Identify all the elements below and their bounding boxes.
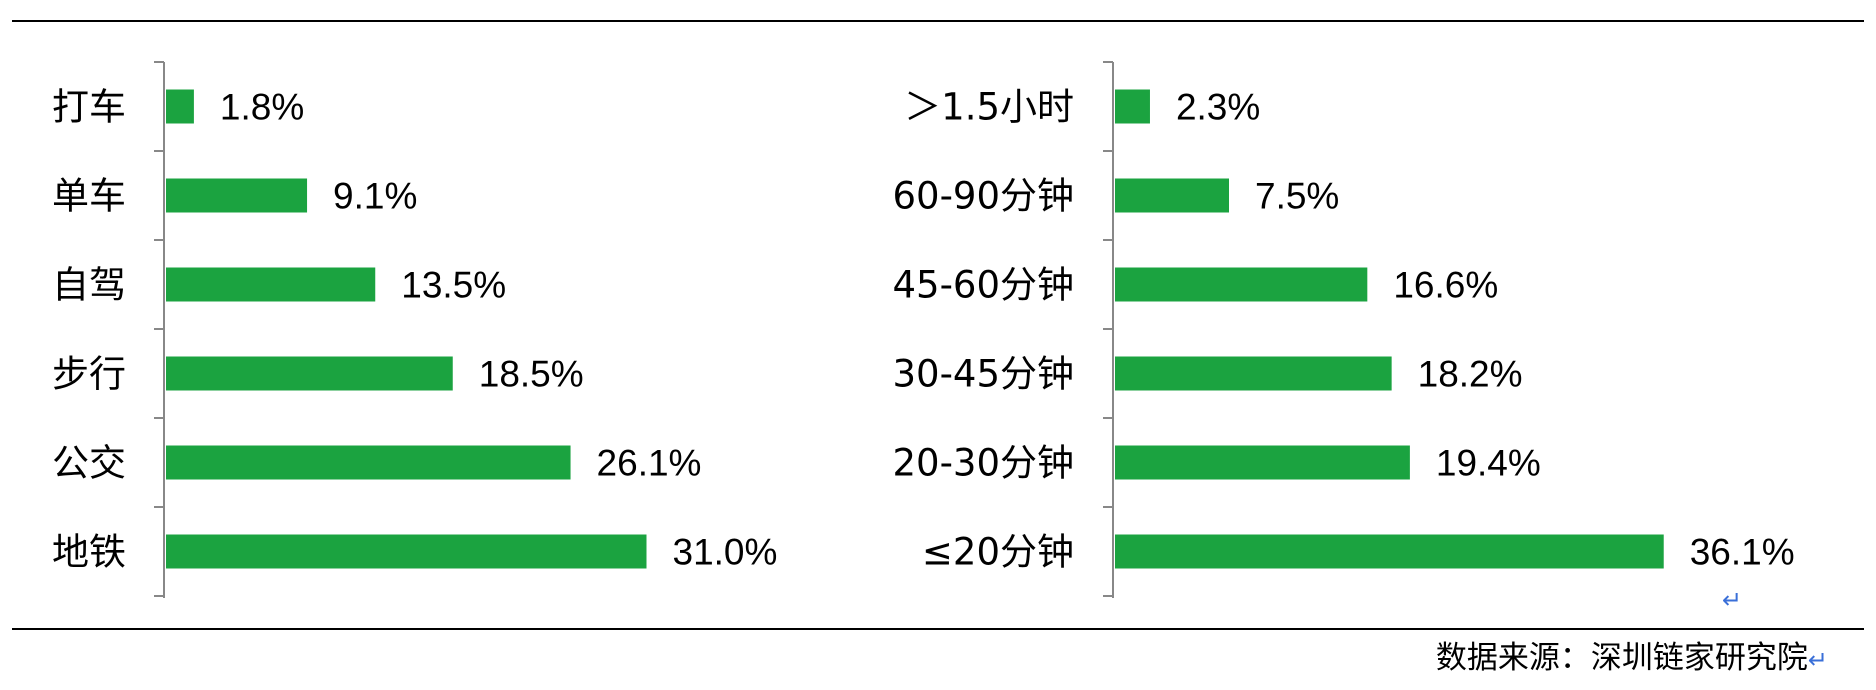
bar bbox=[1115, 267, 1368, 302]
category-label: ＞1.5小时 bbox=[904, 86, 1074, 129]
data-label: 1.8% bbox=[220, 87, 304, 128]
category-label: 45-60分钟 bbox=[892, 264, 1074, 307]
category-label: 公交 bbox=[52, 442, 126, 485]
data-label: 18.5% bbox=[479, 354, 584, 395]
data-label: 26.1% bbox=[597, 443, 702, 484]
bar bbox=[166, 356, 453, 391]
category-label: 自驾 bbox=[52, 264, 126, 307]
category-label: 60-90分钟 bbox=[892, 175, 1074, 218]
data-label: 16.6% bbox=[1393, 265, 1498, 306]
category-label: 30-45分钟 bbox=[892, 353, 1074, 396]
data-label: 18.2% bbox=[1418, 354, 1523, 395]
category-label: 20-30分钟 bbox=[892, 442, 1074, 485]
bar bbox=[1115, 356, 1392, 391]
bar bbox=[166, 445, 571, 480]
data-label: 36.1% bbox=[1690, 532, 1795, 573]
bar bbox=[166, 89, 194, 124]
source-text: 数据来源：深圳链家研究院 bbox=[1435, 640, 1808, 676]
bottom-rule bbox=[12, 628, 1864, 630]
bar bbox=[1115, 534, 1664, 569]
data-label: 13.5% bbox=[401, 265, 506, 306]
data-label: 9.1% bbox=[333, 176, 417, 217]
category-label: 地铁 bbox=[52, 531, 126, 574]
source-note: 数据来源：深圳链家研究院↵ bbox=[1436, 636, 1828, 682]
return-mark-icon: ↵ bbox=[1722, 586, 1743, 614]
category-label: 单车 bbox=[52, 175, 126, 218]
data-label: 2.3% bbox=[1176, 87, 1260, 128]
data-label: 7.5% bbox=[1255, 176, 1339, 217]
bar bbox=[1115, 445, 1410, 480]
category-label: 打车 bbox=[52, 86, 126, 129]
bar bbox=[166, 534, 647, 569]
bar bbox=[1115, 178, 1229, 213]
bar bbox=[166, 178, 308, 213]
bar bbox=[166, 267, 376, 302]
category-label: ≤20分钟 bbox=[922, 531, 1074, 574]
data-label: 19.4% bbox=[1436, 443, 1541, 484]
data-label: 31.0% bbox=[673, 532, 778, 573]
return-mark-icon: ↵ bbox=[1807, 646, 1828, 674]
category-label: 步行 bbox=[52, 353, 126, 396]
bar bbox=[1115, 89, 1150, 124]
top-rule bbox=[12, 20, 1864, 22]
